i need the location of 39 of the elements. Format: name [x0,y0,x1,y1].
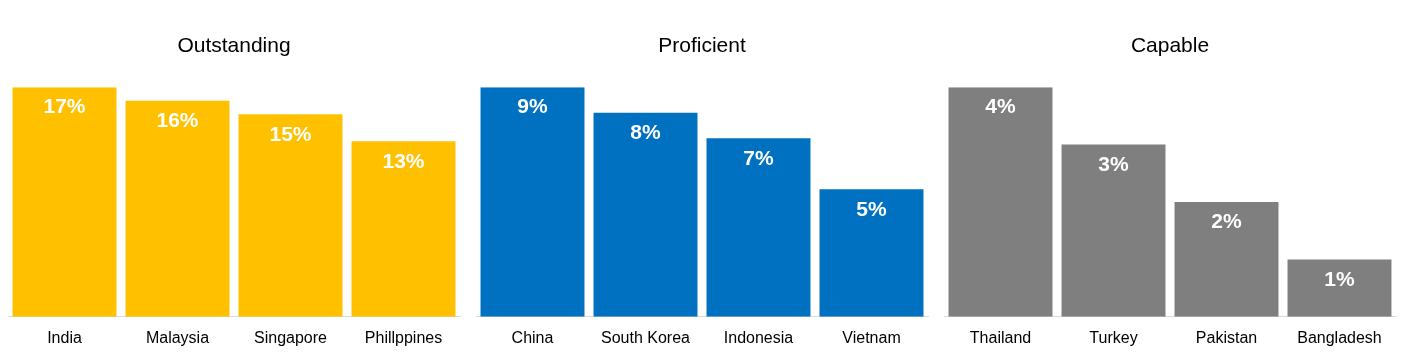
x-tick-label: Thailand [969,328,1032,346]
bar [948,87,1053,317]
x-tick-label: Malaysia [145,328,210,346]
chart-title: Outstanding [177,33,291,57]
data-label: 3% [1098,151,1129,175]
data-label: 15% [269,121,312,145]
bar [1287,259,1392,317]
data-label: 4% [985,94,1016,118]
x-tick-label: South Korea [601,328,691,346]
bar [351,141,456,317]
x-tick-label: Phillppines [364,328,443,346]
bar [819,189,924,317]
x-tick-label: Vietnam [842,328,901,346]
data-label: 5% [856,196,887,220]
data-label: 1% [1324,266,1355,290]
data-label: 7% [743,145,774,169]
data-label: 8% [630,120,661,144]
x-tick-label: Pakistan [1195,328,1258,346]
data-label: 16% [156,108,199,131]
x-tick-label: India [47,328,82,346]
bar [593,112,698,317]
x-tick-label: Singapore [254,328,328,346]
x-tick-label: Indonesia [723,328,794,346]
data-label: 9% [517,94,548,118]
bar [1174,202,1279,317]
data-label: 17% [43,94,86,118]
x-tick-label: Turkey [1089,328,1138,346]
chart-title: Capable [1130,33,1210,57]
data-label: 2% [1211,209,1242,233]
bar [125,100,230,317]
bar [1061,144,1166,317]
bar [238,114,343,317]
bar [12,87,117,317]
data-label: 13% [382,148,425,172]
x-tick-label: China [511,328,554,346]
bar [706,138,811,317]
chart-title: Proficient [658,33,746,57]
x-tick-label: Bangladesh [1297,328,1382,346]
bar [480,87,585,317]
